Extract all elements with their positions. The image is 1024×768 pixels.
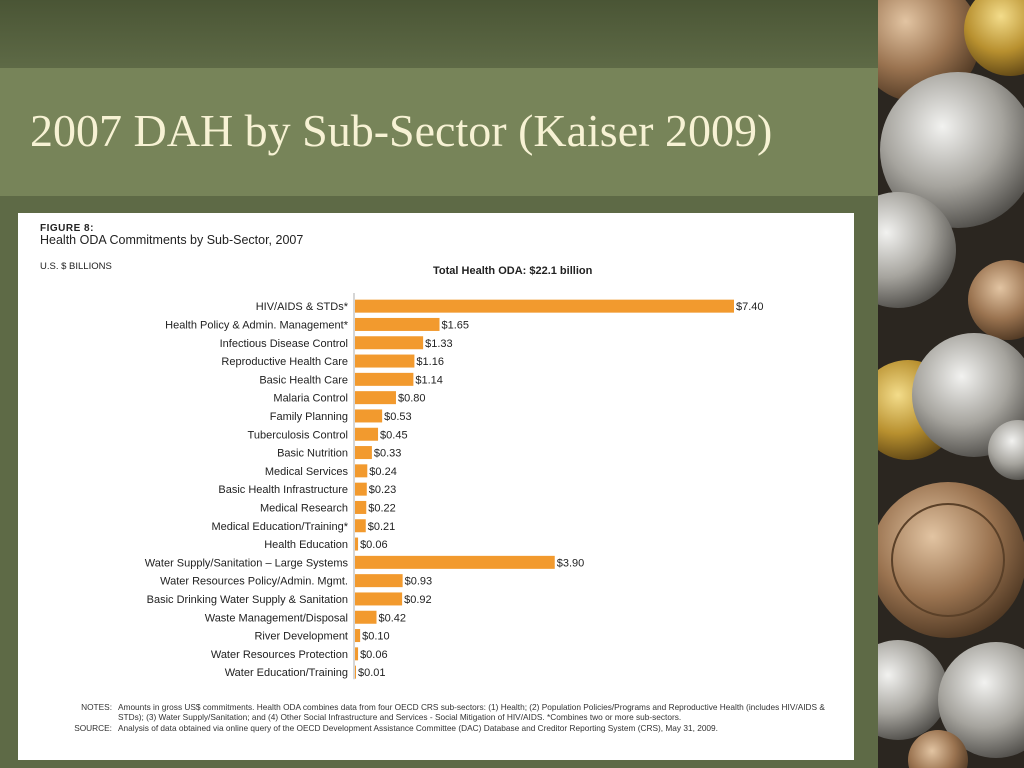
category-label: Basic Health Infrastructure [218, 484, 348, 496]
category-label: Health Education [264, 539, 348, 551]
value-label: $1.33 [425, 338, 453, 350]
value-label: $0.93 [405, 576, 433, 588]
value-label: $0.33 [374, 448, 402, 460]
bar [355, 409, 383, 423]
figure-title: Health ODA Commitments by Sub-Sector, 20… [40, 233, 304, 247]
bar [355, 482, 367, 496]
category-label: Medical Research [260, 502, 348, 514]
value-label: $0.53 [384, 411, 412, 423]
value-label: $3.90 [557, 557, 585, 569]
value-label: $1.65 [442, 319, 470, 331]
bar [355, 372, 414, 386]
bar [355, 629, 361, 643]
value-label: $0.24 [369, 466, 397, 478]
figure-label: FIGURE 8: [40, 223, 94, 234]
bar [355, 336, 424, 350]
bar [355, 610, 377, 624]
value-label: $1.16 [416, 356, 444, 368]
notes-text: Amounts in gross US$ commitments. Health… [118, 702, 825, 723]
bar [355, 317, 440, 331]
value-label: $1.14 [415, 374, 443, 386]
value-label: $0.01 [358, 667, 386, 679]
bar [355, 391, 396, 405]
category-label: Reproductive Health Care [221, 356, 348, 368]
value-label: $0.06 [360, 539, 388, 551]
category-label: Water Resources Policy/Admin. Mgmt. [160, 576, 348, 588]
category-label: Family Planning [270, 411, 348, 423]
bar-chart: HIV/AIDS & STDs* $7.40 Health Policy & Adm… [145, 293, 764, 680]
category-label: Health Policy & Admin. Management* [165, 319, 349, 331]
bar [355, 592, 403, 606]
bar [355, 446, 372, 460]
category-label: Medical Education/Training* [211, 521, 348, 533]
bar [355, 464, 368, 478]
bar [355, 665, 356, 679]
category-label: Tuberculosis Control [248, 429, 348, 441]
category-label: Water Education/Training [225, 667, 348, 679]
category-label: Infectious Disease Control [220, 338, 348, 350]
category-label: Water Resources Protection [211, 649, 348, 661]
value-label: $0.42 [379, 612, 407, 624]
bar [355, 427, 379, 441]
category-label: HIV/AIDS & STDs* [256, 301, 349, 313]
slide-top-band [0, 0, 1024, 68]
value-label: $7.40 [736, 301, 764, 313]
category-label: Malaria Control [273, 393, 348, 405]
category-label: Basic Drinking Water Supply & Sanitation [147, 594, 348, 606]
value-label: $0.10 [362, 631, 390, 643]
slide-title: 2007 DAH by Sub-Sector (Kaiser 2009) [30, 105, 773, 156]
value-label: $0.45 [380, 429, 408, 441]
value-label: $0.80 [398, 393, 426, 405]
category-label: Medical Services [265, 466, 349, 478]
source-text: Analysis of data obtained via online que… [118, 722, 718, 733]
figure-panel: FIGURE 8: Health ODA Commitments by Sub-… [18, 213, 854, 760]
figure-notes: NOTES: Amounts in gross US$ commitments.… [52, 702, 842, 733]
bar [355, 299, 734, 313]
slide-title-band [0, 68, 878, 196]
bar [355, 519, 366, 533]
coins-image [878, 0, 1024, 768]
bar [355, 555, 555, 569]
bar [355, 354, 415, 368]
bar [355, 647, 359, 661]
total-label: Total Health ODA: $22.1 billion [433, 265, 593, 277]
notes-label: NOTES: [81, 702, 112, 712]
unit-label: U.S. $ BILLIONS [40, 261, 112, 272]
bar [355, 537, 359, 551]
value-label: $0.06 [360, 649, 388, 661]
category-label: Basic Health Care [259, 374, 348, 386]
value-label: $0.21 [368, 521, 396, 533]
source-label: SOURCE: [74, 722, 112, 733]
value-label: $0.92 [404, 594, 432, 606]
category-label: River Development [254, 631, 348, 643]
category-label: Basic Nutrition [277, 448, 348, 460]
category-label: Waste Management/Disposal [205, 612, 348, 624]
bar [355, 574, 403, 588]
category-label: Water Supply/Sanitation – Large Systems [145, 557, 349, 569]
value-label: $0.22 [368, 502, 396, 514]
coins-photo-decoration [878, 0, 1024, 768]
bar [355, 500, 367, 514]
value-label: $0.23 [369, 484, 397, 496]
